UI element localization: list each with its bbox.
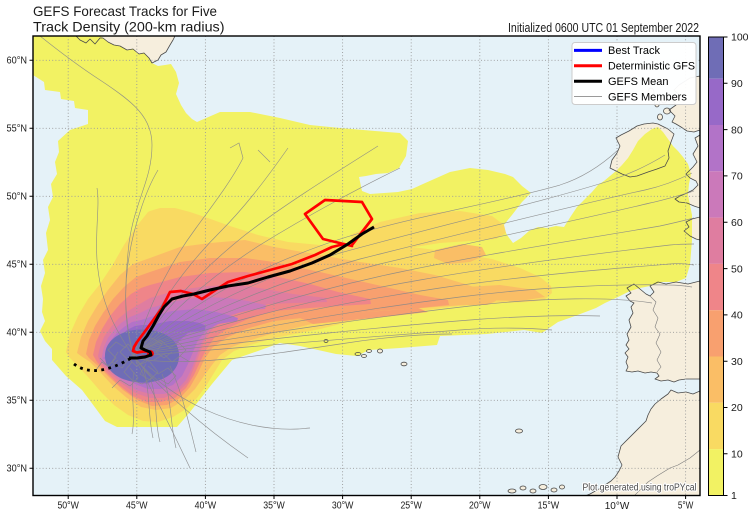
svg-text:60: 60 — [731, 217, 743, 229]
svg-text:1: 1 — [731, 490, 737, 502]
svg-text:30°N: 30°N — [7, 464, 28, 475]
svg-text:40°W: 40°W — [195, 501, 217, 512]
svg-text:35°N: 35°N — [7, 396, 28, 407]
svg-text:10°W: 10°W — [605, 501, 630, 512]
svg-text:90: 90 — [731, 78, 743, 90]
svg-text:25°W: 25°W — [400, 501, 422, 512]
svg-text:GEFS Members: GEFS Members — [608, 91, 687, 103]
svg-text:GEFS Forecast Tracks for Five: GEFS Forecast Tracks for Five — [33, 3, 217, 19]
svg-text:20: 20 — [731, 402, 743, 414]
svg-text:50: 50 — [731, 263, 743, 275]
svg-text:15°W: 15°W — [538, 501, 560, 512]
svg-text:55°N: 55°N — [7, 124, 28, 135]
svg-text:Plot generated using troPYcal: Plot generated using troPYcal — [583, 483, 697, 494]
svg-text:40: 40 — [731, 310, 743, 322]
svg-text:20°W: 20°W — [469, 501, 491, 512]
svg-text:45°N: 45°N — [7, 260, 28, 271]
svg-text:Deterministic GFS: Deterministic GFS — [608, 61, 695, 73]
svg-text:30°W: 30°W — [332, 501, 354, 512]
svg-text:Track Density (200-km radius): Track Density (200-km radius) — [33, 19, 225, 35]
svg-text:100: 100 — [731, 32, 749, 44]
svg-text:5°W: 5°W — [678, 501, 694, 512]
svg-text:10: 10 — [731, 449, 743, 461]
svg-text:60°N: 60°N — [7, 56, 28, 67]
svg-text:Best Track: Best Track — [608, 45, 660, 57]
svg-text:70: 70 — [731, 171, 743, 183]
svg-text:30: 30 — [731, 356, 743, 368]
svg-text:40°N: 40°N — [7, 328, 28, 339]
svg-text:50°W: 50°W — [57, 501, 79, 512]
svg-text:Initialized 0600 UTC 01 Septem: Initialized 0600 UTC 01 September 2022 — [508, 20, 699, 35]
svg-text:50°N: 50°N — [7, 192, 28, 203]
svg-text:45°W: 45°W — [126, 501, 148, 512]
svg-text:GEFS Mean: GEFS Mean — [608, 76, 669, 88]
svg-text:80: 80 — [731, 124, 743, 136]
svg-text:35°W: 35°W — [263, 501, 285, 512]
